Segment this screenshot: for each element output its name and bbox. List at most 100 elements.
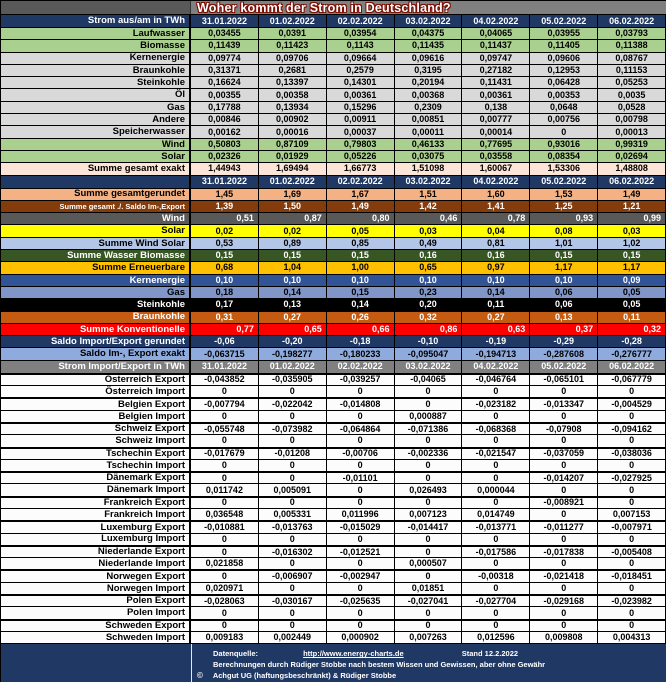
value-cell: 0 [598,410,666,422]
value-cell: -0,023182 [462,399,531,410]
value-cell: 0,11388 [598,40,666,52]
row-kernenergie: Kernenergie 0,09774 0,09706 0,09664 0,09616 0… [1,52,666,65]
row-frankreich-import: Frankreich Import 0,036548 0,005331 0,01199… [1,508,666,522]
value-cell: 0,87 [259,213,327,225]
row-label: Summe Wind Solar [1,237,191,250]
value-cell: 0,14 [462,286,531,299]
row-solar: Solar 0,02 0,02 0,05 0,03 0,04 0,08 0,03 [1,225,666,238]
value-cell: 0 [598,497,666,508]
row-label: Laufwasser [1,28,191,40]
value-cell: 0,00368 [395,89,463,101]
value-cell: -0,010881 [191,522,259,533]
value-cell: 0,09747 [462,52,531,64]
row-label: Wind [1,213,191,225]
value-cell: 0,09616 [395,52,463,64]
row-laufwasser: Laufwasser 0,03455 0,0391 0,03954 0,04375 0,0… [1,28,666,41]
value-cell: 0,65 [395,262,463,274]
value-cell: 0,68 [191,262,259,274]
value-cell: 0,93 [530,213,599,225]
value-cell: 0,10 [395,274,463,286]
value-cell: 0,2579 [327,64,395,77]
value-cell: 0,13934 [259,101,327,114]
value-cell: 0,00014 [462,126,531,138]
value-cell: 0,0391 [259,28,327,40]
header-row-strom-aus-am-in-twh: Strom aus/am in TWh 31.01.2022 01.02.2022 0… [1,15,666,28]
value-cell: 0,99319 [598,138,666,150]
value-cell: 0 [598,533,666,545]
date-header-cell: 06.02.2022 [598,175,666,188]
row-label: Saldo Im-, Export exakt [1,348,191,360]
value-cell: 0,00911 [327,114,395,126]
value-cell: 0,00355 [191,89,259,101]
value-cell: 0 [259,620,327,631]
value-cell: 0,03558 [462,150,531,163]
value-cell: 0,04065 [462,28,531,40]
row-summe-gesamt-saldo-im-export: Summe gesamt ./. Saldo Im-,Export 1,39 1,5… [1,200,666,214]
value-cell: 0,00756 [530,114,599,126]
row-biomasse: Biomasse 0,11439 0,11423 0,1143 0,11435 0,114… [1,40,666,53]
value-cell: -0,028063 [191,596,259,607]
value-cell: 0,31371 [191,64,259,77]
value-cell: -0,198277 [259,348,327,360]
value-cell: -0,018451 [598,571,666,582]
page-title: Woher kommt der Strom in Deutschland? [191,1,666,15]
value-cell: -0,064864 [327,423,395,435]
row-label: Öl [1,89,191,101]
date-header-cell: 03.02.2022 [395,175,463,188]
row-label: Saldo Import/Export gerundet [1,336,191,348]
value-cell: 0,81 [462,237,531,250]
value-cell: -0,002336 [395,448,463,459]
value-cell: -0,035905 [259,374,327,386]
value-cell: 1,42 [395,200,463,213]
value-cell: 0 [598,582,666,595]
row-luxemburg-export: Luxemburg Export -0,010881 -0,013763 -0,015… [1,521,666,534]
row-label: Gas [1,286,191,299]
value-cell: 0,32 [395,311,463,323]
value-cell: 0,01929 [259,150,327,163]
value-cell: -0,046764 [462,374,531,386]
value-cell: 0,16624 [191,77,259,89]
value-cell: 0,15296 [327,101,395,114]
row-frankreich-export: Frankreich Export 0 0 0 0 0 -0,008921 0 [1,496,666,509]
value-cell: 1,02 [598,237,666,250]
value-cell: 0 [395,435,463,447]
value-cell: 0 [327,620,395,631]
value-cell: 0 [395,533,463,545]
value-cell: 1,25 [530,200,599,213]
value-cell: 0,00013 [598,126,666,138]
value-cell: 0,08767 [598,52,666,64]
table-body: Strom aus/am in TWh 31.01.2022 01.02.2022 0… [1,15,666,645]
value-cell: 0,14301 [327,77,395,89]
value-cell: -0,01101 [327,473,395,484]
value-cell: 0,012596 [462,631,531,644]
value-cell: -0,008921 [530,497,599,508]
row-label: Schweden Export [1,620,191,631]
value-cell: 0,0035 [598,89,666,101]
value-cell: 0 [530,126,599,138]
value-cell: 0,11 [462,299,531,311]
value-cell: 0,05 [327,225,395,237]
value-cell: 0 [259,459,327,472]
value-cell: 0 [259,386,327,398]
value-cell: 0 [395,571,463,582]
source-link[interactable]: http://www.energy-charts.de [303,649,404,659]
value-cell: 0 [462,386,531,398]
value-cell: 0 [462,620,531,631]
row-osterreich-import: Österreich Import 0 0 0 0 0 0 0 [1,386,666,399]
value-cell: 0 [395,620,463,631]
row-label: Schweiz Export [1,423,191,435]
row-label: Dänemark Export [1,473,191,484]
value-cell: 0,16 [462,250,531,262]
value-cell: 1,69 [259,188,327,200]
value-cell: 0,03954 [327,28,395,40]
value-cell: 0,021858 [191,558,259,570]
value-cell: 0,86 [395,323,463,336]
date-header-cell: 01.02.2022 [259,175,327,188]
value-cell: -0,037059 [530,448,599,459]
value-cell: 1,01 [530,237,599,250]
value-cell: -0,027925 [598,473,666,484]
value-cell: -0,04065 [395,374,463,386]
value-cell: 0,2309 [395,101,463,114]
row-label: Norwegen Import [1,582,191,595]
row-norwegen-export: Norwegen Export 0 -0,006907 -0,002947 0 -0,00… [1,570,666,583]
